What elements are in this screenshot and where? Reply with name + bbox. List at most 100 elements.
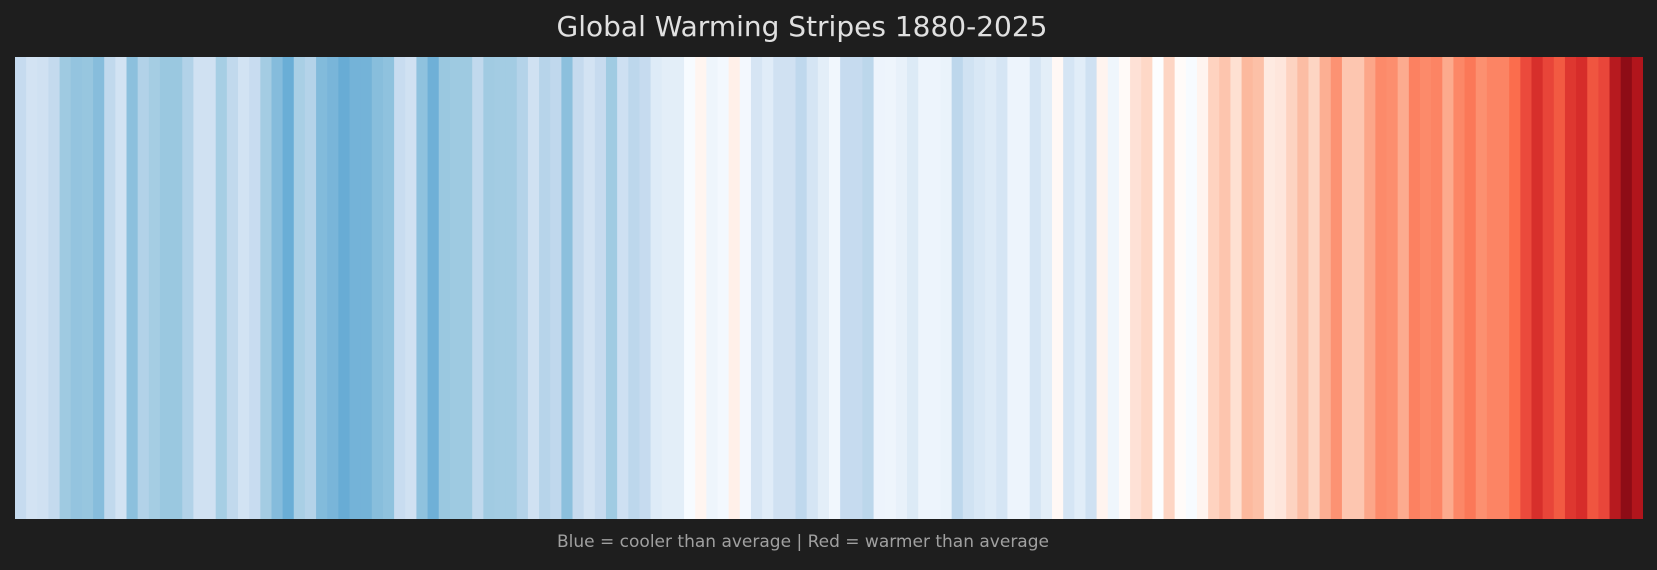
stripe-1963 xyxy=(940,57,953,519)
stripe-1972 xyxy=(1040,57,1053,519)
stripe-2017 xyxy=(1542,57,1555,519)
stripe-1916 xyxy=(416,57,429,519)
stripe-2002 xyxy=(1375,57,1388,519)
stripe-1980 xyxy=(1130,57,1142,519)
stripe-2012 xyxy=(1486,57,1499,519)
stripe-1881 xyxy=(26,57,38,519)
stripe-1994 xyxy=(1286,57,1298,519)
stripe-1901 xyxy=(249,57,261,519)
stripe-2015 xyxy=(1520,57,1533,519)
stripe-1888 xyxy=(104,57,116,519)
stripe-1926 xyxy=(527,57,540,519)
stripe-1922 xyxy=(483,57,496,519)
stripe-1999 xyxy=(1341,57,1354,519)
stripe-1988 xyxy=(1219,57,1232,519)
stripe-1885 xyxy=(70,57,83,519)
stripe-1918 xyxy=(438,57,451,519)
stripe-1956 xyxy=(862,57,875,519)
stripe-1908 xyxy=(327,57,339,519)
stripe-2010 xyxy=(1464,57,1477,519)
stripe-2003 xyxy=(1386,57,1399,519)
stripe-1932 xyxy=(594,57,607,519)
stripe-1948 xyxy=(773,57,785,519)
stripe-2006 xyxy=(1419,57,1432,519)
stripe-1943 xyxy=(717,57,730,519)
stripe-1952 xyxy=(817,57,830,519)
stripe-1890 xyxy=(126,57,139,519)
stripe-1933 xyxy=(605,57,618,519)
stripe-2009 xyxy=(1453,57,1466,519)
stripe-1911 xyxy=(360,57,373,519)
stripe-2024 xyxy=(1620,57,1633,519)
stripe-2020 xyxy=(1576,57,1588,519)
stripe-1899 xyxy=(226,57,239,519)
stripe-2021 xyxy=(1587,57,1599,519)
stripe-1892 xyxy=(148,57,161,519)
stripe-1996 xyxy=(1308,57,1321,519)
stripe-2014 xyxy=(1509,57,1521,519)
stripe-1880 xyxy=(15,57,27,519)
stripe-1939 xyxy=(672,57,685,519)
stripe-1986 xyxy=(1196,57,1209,519)
stripe-1985 xyxy=(1185,57,1198,519)
stripe-1896 xyxy=(193,57,206,519)
stripe-1967 xyxy=(985,57,997,519)
stripe-1882 xyxy=(37,57,50,519)
stripe-1893 xyxy=(159,57,172,519)
stripe-1978 xyxy=(1107,57,1120,519)
stripe-2016 xyxy=(1531,57,1544,519)
stripe-2022 xyxy=(1598,57,1611,519)
stripe-1944 xyxy=(728,57,741,519)
stripe-2005 xyxy=(1408,57,1421,519)
stripe-1917 xyxy=(427,57,440,519)
stripe-1936 xyxy=(639,57,652,519)
stripe-1951 xyxy=(806,57,819,519)
stripe-1931 xyxy=(583,57,596,519)
stripes-svg xyxy=(15,57,1643,519)
stripe-1998 xyxy=(1330,57,1343,519)
chart-title: Global Warming Stripes 1880-2025 xyxy=(556,10,1048,43)
stripe-1965 xyxy=(962,57,975,519)
stripe-1909 xyxy=(338,57,351,519)
stripe-2008 xyxy=(1442,57,1455,519)
stripes-plot xyxy=(15,57,1643,519)
stripe-1977 xyxy=(1096,57,1109,519)
stripe-1953 xyxy=(829,57,841,519)
stripe-2001 xyxy=(1364,57,1376,519)
stripe-1968 xyxy=(996,57,1009,519)
stripe-1886 xyxy=(81,57,94,519)
stripe-2023 xyxy=(1609,57,1622,519)
stripe-1982 xyxy=(1152,57,1165,519)
stripe-1930 xyxy=(572,57,585,519)
stripe-1905 xyxy=(293,57,306,519)
stripe-1955 xyxy=(851,57,864,519)
stripe-1964 xyxy=(951,57,964,519)
stripe-1927 xyxy=(539,57,551,519)
stripe-1921 xyxy=(472,57,484,519)
stripe-1976 xyxy=(1085,57,1098,519)
stripe-1934 xyxy=(617,57,629,519)
stripe-1974 xyxy=(1063,57,1075,519)
stripe-1957 xyxy=(873,57,886,519)
stripe-1912 xyxy=(371,57,384,519)
stripe-2011 xyxy=(1475,57,1488,519)
stripe-2025 xyxy=(1631,57,1643,519)
stripe-1894 xyxy=(171,57,183,519)
chart-caption: Blue = cooler than average | Red = warme… xyxy=(557,532,1049,552)
stripe-1989 xyxy=(1230,57,1243,519)
stripe-1942 xyxy=(706,57,719,519)
stripe-1984 xyxy=(1174,57,1187,519)
stripe-1949 xyxy=(784,57,797,519)
stripe-1997 xyxy=(1319,57,1332,519)
stripe-1919 xyxy=(449,57,462,519)
stripe-1914 xyxy=(394,57,406,519)
stripe-1938 xyxy=(661,57,674,519)
stripe-1973 xyxy=(1052,57,1064,519)
stripe-1937 xyxy=(650,57,663,519)
stripe-1975 xyxy=(1074,57,1087,519)
stripe-1962 xyxy=(929,57,942,519)
stripe-1940 xyxy=(684,57,696,519)
stripe-1887 xyxy=(93,57,105,519)
stripe-1884 xyxy=(59,57,72,519)
stripe-1959 xyxy=(895,57,908,519)
